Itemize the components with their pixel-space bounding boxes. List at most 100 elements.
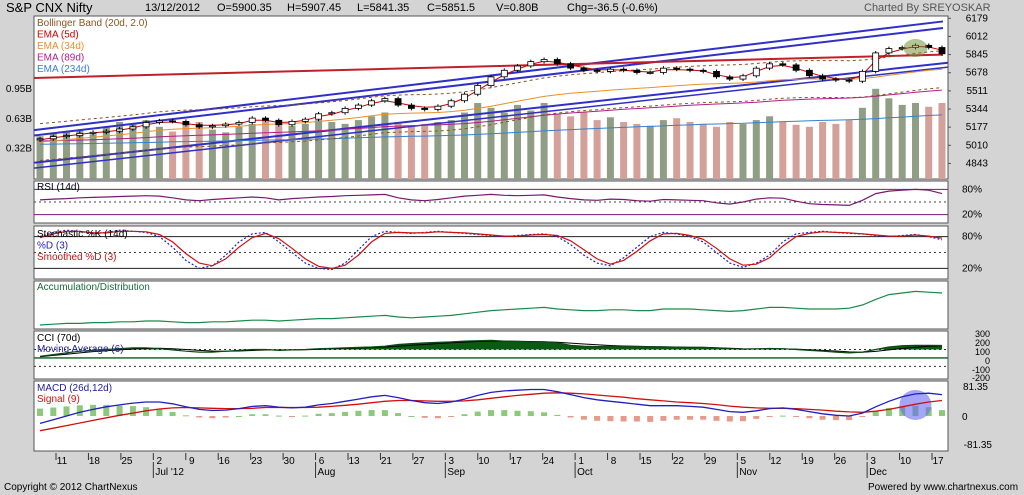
macd-histogram-bar (541, 412, 548, 416)
volume-bar (699, 123, 707, 179)
price-tick-label: 5010 (966, 140, 989, 151)
volume-bar (328, 122, 336, 179)
cci-tick-label: -100 (972, 365, 990, 375)
macd-histogram-bar (143, 407, 150, 416)
candle-body (752, 67, 760, 77)
macd-histogram-bar (182, 415, 189, 417)
low-value: L=5841.35 (357, 2, 410, 14)
volume-bar (659, 120, 667, 179)
macd-histogram-bar (63, 406, 70, 416)
volume-bar (938, 103, 946, 179)
macd-histogram-bar (474, 411, 481, 416)
x-tick-label: 17 (932, 456, 944, 467)
candle-body (938, 47, 946, 55)
macd-histogram-bar (209, 416, 216, 419)
volume-bar (248, 123, 256, 179)
candle-body (806, 69, 813, 77)
volume-bar (792, 124, 800, 179)
candle-body (434, 105, 442, 110)
candle-body (368, 100, 376, 106)
stoch-legend-item: Stochastic %K (14d) (37, 229, 128, 240)
candle-body (792, 64, 800, 71)
stoch-tick-label: 80% (962, 232, 982, 243)
candle-body (633, 69, 641, 73)
macd-histogram-bar (448, 416, 455, 417)
candle-body (885, 48, 893, 54)
candle-body (660, 67, 667, 73)
candle-body (102, 130, 110, 133)
x-tick-label: 6 (319, 456, 325, 467)
x-tick-label: 2 (157, 456, 163, 467)
macd-histogram-bar (766, 416, 773, 417)
volume-bar (713, 126, 720, 180)
cci-panel (33, 330, 949, 380)
volume-bar (646, 125, 654, 179)
macd-histogram-bar (103, 404, 110, 416)
volume-bar (341, 123, 349, 179)
x-month-label: Oct (577, 467, 593, 478)
rsi-line (39, 188, 943, 207)
volume-bar (394, 122, 402, 179)
candle-body (819, 75, 826, 80)
volume-bar (421, 123, 429, 179)
volume-bar (779, 122, 787, 179)
macd-histogram-bar (169, 411, 176, 416)
candle-body (832, 78, 840, 81)
price-tick-label: 5344 (966, 104, 989, 115)
x-tick-label: 26 (835, 456, 847, 467)
cci-tick-label: -200 (972, 373, 990, 383)
macd-histogram-bar (156, 409, 163, 416)
accumulation-panel (33, 280, 949, 330)
volume-bar (381, 112, 389, 179)
candle-body (620, 68, 627, 71)
candle-body (500, 69, 508, 78)
volume-bar (407, 126, 415, 180)
candle-body (248, 117, 256, 123)
macd-histogram-bar (302, 415, 309, 417)
macd-histogram-bar (594, 416, 601, 421)
macd-tick-label: -81.35 (964, 440, 993, 451)
macd-histogram-bar (700, 416, 707, 420)
cci-tick-label: 0 (985, 356, 990, 366)
price-legend-item: EMA (234d) (37, 64, 90, 75)
macd-histogram-bar (633, 416, 640, 422)
macd-tick-label: 0 (962, 412, 968, 423)
macd-histogram-bar (355, 410, 362, 416)
candle-body (739, 75, 747, 80)
macd-histogram-bar (129, 406, 136, 416)
macd-histogram-bar (421, 416, 428, 418)
candle-body (301, 118, 309, 122)
bollinger-upper-line (39, 50, 943, 125)
macd-signal-title: Signal (9) (37, 394, 80, 405)
macd-histogram-bar (660, 416, 667, 421)
candle-body (407, 104, 415, 109)
volume-bar (540, 103, 548, 179)
x-tick-label: 15 (640, 456, 652, 467)
candle-body (76, 132, 84, 136)
candle-body (726, 76, 734, 80)
candle-body (328, 112, 336, 115)
macd-histogram-bar (647, 416, 654, 422)
volume-bar (222, 132, 230, 179)
macd-histogram-bar (939, 410, 945, 416)
rsi-title: RSI (14d) (37, 182, 80, 193)
x-month-label: Aug (318, 467, 336, 478)
x-tick-label: 27 (413, 456, 425, 467)
volume-bar (527, 110, 535, 179)
x-tick-label: 10 (900, 456, 912, 467)
candle-body (155, 120, 163, 123)
macd-histogram-bar (885, 407, 892, 416)
cci-ma-title: Moving Average (6) (37, 344, 124, 355)
macd-histogram-bar (76, 405, 83, 416)
macd-histogram-bar (408, 416, 415, 417)
macd-histogram-bar (514, 410, 521, 416)
macd-histogram-bar (395, 413, 402, 416)
macd-histogram-bar (342, 411, 349, 416)
cci-tick-label: 200 (975, 338, 990, 348)
volume-bar (169, 131, 177, 179)
macd-histogram-bar (713, 416, 720, 421)
macd-histogram-bar (753, 416, 760, 419)
candle-body (447, 100, 455, 107)
candle-body (461, 93, 468, 102)
